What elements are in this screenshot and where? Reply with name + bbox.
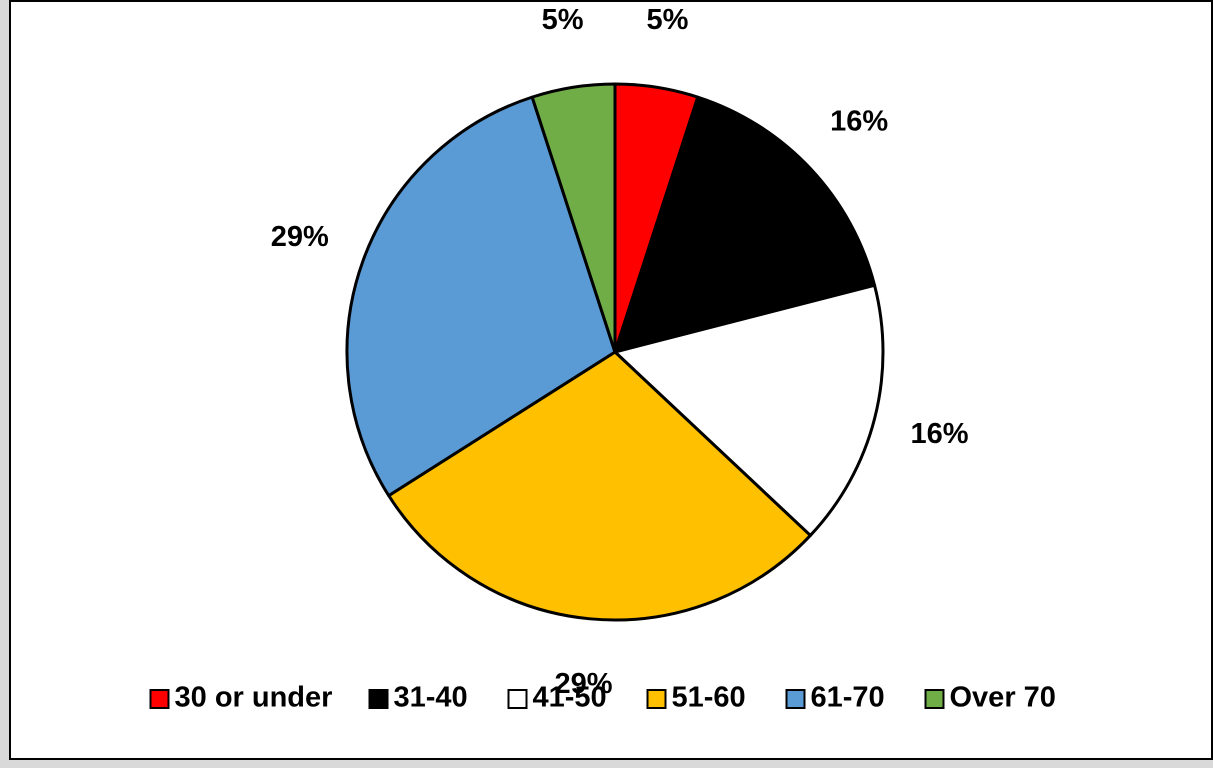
pie-slice-61-70 [345,95,617,498]
legend-label: 51-60 [672,682,746,714]
pie-chart: 5% 16% 16% 29% 29% 5% 30 or under 31-40 41-50 51… [149,4,1056,714]
legend-swatch [646,689,667,709]
pie-slice-31-40 [613,95,877,354]
legend-swatch [507,689,528,709]
pie-value-label: 5% [542,4,584,36]
pie-slice-over-70 [530,82,617,354]
legend-swatch [149,689,170,709]
legend-label: 61-70 [811,682,885,714]
chart-frame: 5% 16% 16% 29% 29% 5% 30 or under 31-40 41-50 51… [9,0,1213,760]
legend-swatch [368,689,389,709]
legend-label: 31-40 [394,682,468,714]
legend: 30 or under 31-40 41-50 51-60 61-70 Over 70 [149,682,1056,714]
legend-label: 30 or under [175,682,333,714]
pie-value-label: 16% [830,105,888,137]
pie-value-label: 29% [554,668,612,700]
legend-label: 41-50 [533,682,607,714]
pie-slice-51-60 [387,350,812,622]
pie-value-label: 16% [910,418,968,450]
legend-swatch [785,689,806,709]
pie-value-label: 29% [271,221,329,253]
pie-slices [345,82,885,622]
pie-value-labels: 5% 16% 16% 29% 29% 5% [271,4,969,700]
pie-slice-41-50 [613,283,885,537]
legend-swatch [924,689,945,709]
legend-label: Over 70 [950,682,1056,714]
pie-value-label: 5% [646,4,688,36]
